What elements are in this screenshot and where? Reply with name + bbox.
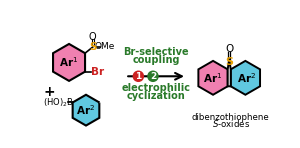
Polygon shape — [53, 44, 85, 81]
Text: Ar$^2$: Ar$^2$ — [237, 71, 256, 85]
Text: O: O — [225, 44, 233, 54]
Text: 1: 1 — [135, 72, 142, 81]
Polygon shape — [228, 59, 231, 86]
Text: Ar$^1$: Ar$^1$ — [203, 71, 222, 85]
Polygon shape — [198, 61, 228, 95]
Polygon shape — [73, 95, 99, 126]
Text: Ar$^1$: Ar$^1$ — [59, 56, 78, 69]
Text: Br: Br — [91, 67, 104, 77]
Text: cyclization: cyclization — [127, 91, 185, 100]
Text: $\it{S}$-oxides: $\it{S}$-oxides — [212, 118, 250, 129]
Text: 2: 2 — [150, 72, 156, 81]
Polygon shape — [231, 61, 260, 95]
Text: Ar$^2$: Ar$^2$ — [76, 103, 95, 117]
Text: Br-selective: Br-selective — [123, 47, 189, 57]
Text: (HO)$_2$B: (HO)$_2$B — [43, 96, 74, 109]
Text: dibenzothiophene: dibenzothiophene — [192, 113, 270, 122]
Circle shape — [147, 70, 159, 82]
Text: S: S — [225, 57, 233, 67]
Text: coupling: coupling — [132, 55, 180, 65]
Circle shape — [133, 70, 144, 82]
Text: O: O — [89, 32, 97, 42]
Text: +: + — [44, 85, 56, 99]
Text: OMe: OMe — [95, 42, 115, 51]
Text: S: S — [89, 42, 97, 52]
Text: electrophilic: electrophilic — [122, 83, 190, 93]
